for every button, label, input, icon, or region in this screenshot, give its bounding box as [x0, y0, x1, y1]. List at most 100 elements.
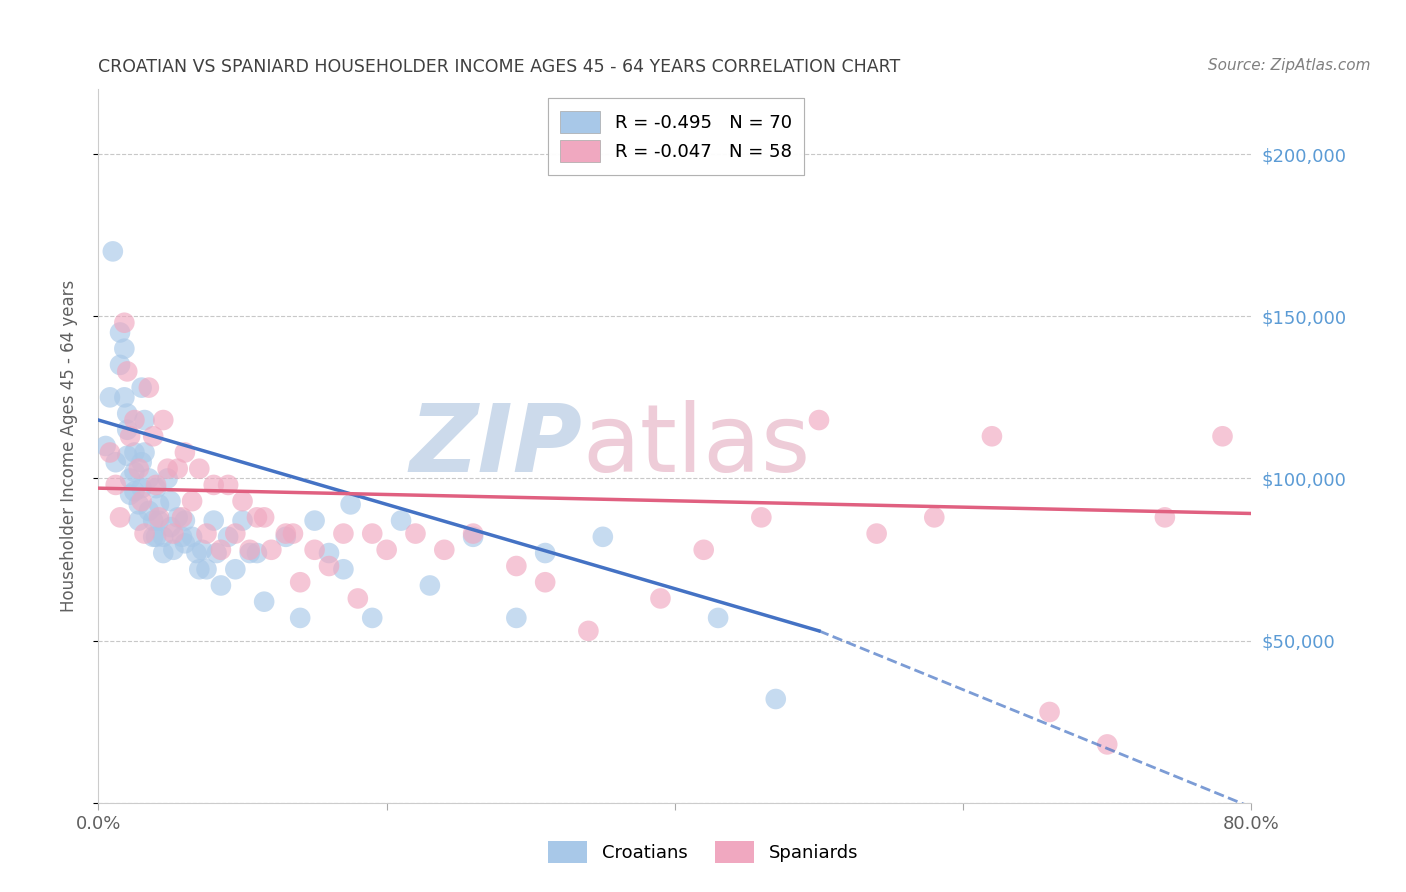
- Point: [205, 546, 228, 560]
- Point: [231, 494, 254, 508]
- Point: [1097, 738, 1119, 752]
- Point: [505, 559, 527, 574]
- Point: [260, 542, 283, 557]
- Point: [239, 542, 262, 557]
- Point: [120, 488, 142, 502]
- Point: [188, 562, 211, 576]
- Point: [117, 407, 139, 421]
- Point: [191, 542, 214, 557]
- Text: atlas: atlas: [582, 400, 811, 492]
- Point: [304, 514, 326, 528]
- Point: [98, 390, 121, 404]
- Point: [461, 530, 484, 544]
- Point: [112, 390, 135, 404]
- Point: [112, 342, 135, 356]
- Point: [156, 461, 179, 475]
- Point: [1038, 705, 1062, 719]
- Point: [148, 497, 170, 511]
- Point: [128, 514, 150, 528]
- Point: [117, 423, 139, 437]
- Point: [534, 575, 557, 590]
- Point: [505, 611, 527, 625]
- Point: [707, 611, 730, 625]
- Point: [332, 562, 354, 576]
- Point: [188, 461, 211, 475]
- Point: [170, 530, 193, 544]
- Point: [224, 526, 246, 541]
- Text: ZIP: ZIP: [409, 400, 582, 492]
- Point: [117, 364, 139, 378]
- Point: [253, 510, 276, 524]
- Legend: Croatians, Spaniards: Croatians, Spaniards: [537, 830, 869, 874]
- Point: [134, 413, 156, 427]
- Point: [765, 692, 787, 706]
- Point: [534, 546, 557, 560]
- Point: [650, 591, 672, 606]
- Point: [174, 536, 197, 550]
- Point: [124, 445, 146, 459]
- Point: [152, 413, 174, 427]
- Point: [142, 530, 165, 544]
- Point: [318, 546, 340, 560]
- Point: [217, 478, 239, 492]
- Point: [281, 526, 304, 541]
- Point: [346, 591, 368, 606]
- Point: [375, 542, 398, 557]
- Point: [361, 526, 384, 541]
- Point: [104, 478, 127, 492]
- Point: [174, 445, 197, 459]
- Point: [148, 514, 170, 528]
- Point: [186, 546, 208, 560]
- Point: [332, 526, 354, 541]
- Text: CROATIAN VS SPANIARD HOUSEHOLDER INCOME AGES 45 - 64 YEARS CORRELATION CHART: CROATIAN VS SPANIARD HOUSEHOLDER INCOME …: [98, 58, 901, 76]
- Point: [142, 514, 165, 528]
- Point: [128, 497, 150, 511]
- Point: [128, 461, 150, 475]
- Point: [290, 575, 312, 590]
- Point: [981, 429, 1004, 443]
- Point: [117, 449, 139, 463]
- Point: [751, 510, 773, 524]
- Y-axis label: Householder Income Ages 45 - 64 years: Householder Income Ages 45 - 64 years: [59, 280, 77, 612]
- Point: [101, 244, 124, 259]
- Point: [166, 461, 188, 475]
- Point: [274, 526, 297, 541]
- Point: [138, 471, 160, 485]
- Point: [162, 526, 184, 541]
- Point: [108, 358, 131, 372]
- Point: [152, 530, 174, 544]
- Point: [145, 478, 167, 492]
- Point: [253, 595, 276, 609]
- Point: [170, 510, 193, 524]
- Point: [807, 413, 830, 427]
- Point: [108, 510, 131, 524]
- Point: [578, 624, 600, 638]
- Point: [131, 455, 153, 469]
- Point: [339, 497, 361, 511]
- Point: [148, 510, 170, 524]
- Point: [461, 526, 484, 541]
- Point: [94, 439, 117, 453]
- Point: [239, 546, 262, 560]
- Point: [124, 413, 146, 427]
- Point: [159, 520, 181, 534]
- Point: [217, 530, 239, 544]
- Point: [181, 494, 204, 508]
- Point: [131, 481, 153, 495]
- Point: [145, 481, 167, 495]
- Point: [389, 514, 412, 528]
- Point: [138, 381, 160, 395]
- Point: [156, 471, 179, 485]
- Point: [209, 578, 232, 592]
- Point: [246, 510, 269, 524]
- Point: [195, 526, 218, 541]
- Point: [405, 526, 427, 541]
- Point: [304, 542, 326, 557]
- Point: [318, 559, 340, 574]
- Point: [142, 429, 165, 443]
- Point: [120, 429, 142, 443]
- Point: [112, 316, 135, 330]
- Point: [209, 542, 232, 557]
- Point: [202, 478, 225, 492]
- Point: [131, 381, 153, 395]
